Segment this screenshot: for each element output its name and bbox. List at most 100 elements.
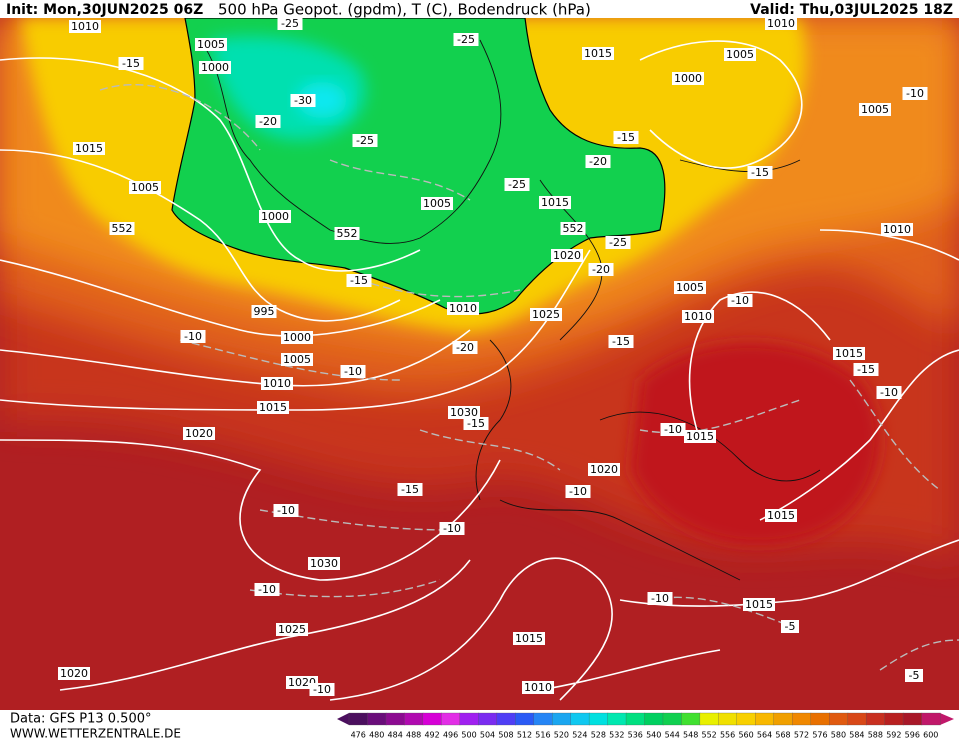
label-box <box>58 667 90 680</box>
label-box <box>109 222 135 235</box>
contour-label: 1000 <box>674 72 702 85</box>
label-box <box>69 20 101 33</box>
isotherm <box>99 84 959 671</box>
label-box <box>608 335 634 348</box>
scale-label: 484 <box>388 731 403 740</box>
scale-label: 564 <box>757 731 772 740</box>
contour-label: -10 <box>906 87 924 100</box>
scale-swatch <box>829 712 849 726</box>
scale-label: 572 <box>794 731 809 740</box>
field-band <box>630 342 880 546</box>
scale-swatch <box>422 712 442 726</box>
contour-label: -10 <box>651 592 669 605</box>
scale-swatch <box>718 712 738 726</box>
scale-label: 584 <box>849 731 864 740</box>
contour-label: -10 <box>277 504 295 517</box>
scale-swatch <box>884 712 904 726</box>
label-box <box>647 592 673 605</box>
label-box <box>183 427 215 440</box>
color-scale: 476 480 484 488 492 496 500 504 508 512 516 520 524 5… <box>337 712 954 740</box>
scale-label: 576 <box>812 731 827 740</box>
website: WWW.WETTERZENTRALE.DE <box>10 727 181 741</box>
scale-label: 600 <box>923 731 938 740</box>
scale-label: 536 <box>628 731 643 740</box>
label-box <box>765 509 797 522</box>
label-box <box>684 430 716 443</box>
label-box <box>513 632 545 645</box>
contour-label: -20 <box>589 155 607 168</box>
contour-label: -15 <box>617 131 635 144</box>
label-box <box>195 38 227 51</box>
scale-swatch <box>404 712 424 726</box>
scale-label: 552 <box>702 731 717 740</box>
contour-label: -30 <box>294 94 312 107</box>
contour-label: 1030 <box>450 406 478 419</box>
coastline <box>199 39 821 581</box>
scale-swatch <box>921 712 941 726</box>
scale-label: 532 <box>609 731 624 740</box>
label-box <box>724 48 756 61</box>
scale-arrow <box>337 713 349 725</box>
label-box <box>902 87 928 100</box>
contour-label: 1020 <box>553 249 581 262</box>
scale-swatch <box>496 712 516 726</box>
scale-swatch <box>681 712 701 726</box>
scale-swatch <box>792 712 812 726</box>
contour-label: 552 <box>337 227 358 240</box>
contour-label: -25 <box>609 236 627 249</box>
contour-label: 1000 <box>283 331 311 344</box>
label-box <box>273 504 299 517</box>
scale-label: 504 <box>480 731 495 740</box>
contour-label: -15 <box>857 363 875 376</box>
contour-label: 1005 <box>283 353 311 366</box>
contour-label: -10 <box>880 386 898 399</box>
label-box <box>397 483 423 496</box>
label-box <box>743 598 775 611</box>
contour-label: 1025 <box>532 308 560 321</box>
scale-label: 540 <box>646 731 661 740</box>
label-box <box>254 583 280 596</box>
scale-swatch <box>625 712 646 726</box>
label-box <box>352 134 378 147</box>
contour-label: -25 <box>457 33 475 46</box>
scale-label: 512 <box>517 731 532 740</box>
label-box <box>585 155 611 168</box>
scale-label: 568 <box>775 731 790 740</box>
contour-label: 1000 <box>201 61 229 74</box>
label-box <box>463 417 489 430</box>
label-box <box>73 142 105 155</box>
label-box <box>257 401 289 414</box>
label-box <box>180 330 206 343</box>
contour-label: 1015 <box>686 430 714 443</box>
scale-label: 524 <box>572 731 587 740</box>
contour-label: 552 <box>112 222 133 235</box>
data-source: Data: GFS P13 0.500° <box>10 712 152 727</box>
label-box <box>876 386 902 399</box>
scale-swatch <box>607 712 627 726</box>
contour-label: -10 <box>258 583 276 596</box>
label-box <box>551 249 583 262</box>
scale-label: 516 <box>535 731 550 740</box>
contour-label: 995 <box>254 305 275 318</box>
scale-swatch <box>348 712 369 726</box>
label-box <box>453 33 479 46</box>
contour-label: -10 <box>569 485 587 498</box>
contour-labels: 1010 -25 -25 1010 1005 1015 1005 -15 1000 1000 -30… <box>58 18 928 696</box>
contour-label: 1015 <box>541 196 569 209</box>
scale-label: 580 <box>831 731 846 740</box>
label-box <box>452 341 478 354</box>
label-box <box>660 423 686 436</box>
contour-label: -15 <box>751 166 769 179</box>
scale-swatch <box>533 712 553 726</box>
contour-label: -10 <box>664 423 682 436</box>
label-box <box>281 353 313 366</box>
contour-label: 1015 <box>745 598 773 611</box>
scale-swatch <box>644 712 664 726</box>
label-box <box>118 57 144 70</box>
scale-swatch <box>367 712 387 726</box>
contour-label: 1015 <box>584 47 612 60</box>
label-box <box>334 227 360 240</box>
label-box <box>582 47 614 60</box>
label-box <box>560 222 586 235</box>
contour-label: 1015 <box>835 347 863 360</box>
